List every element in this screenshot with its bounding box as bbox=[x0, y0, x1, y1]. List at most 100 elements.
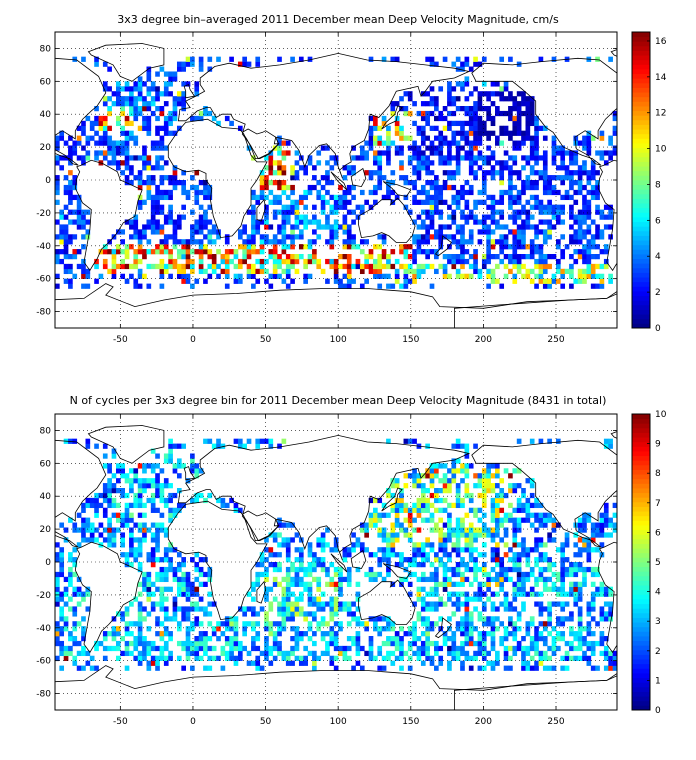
colorbar-segment bbox=[632, 314, 650, 320]
bin-cell bbox=[534, 194, 539, 201]
bin-cell bbox=[176, 626, 182, 632]
bin-cell bbox=[464, 273, 470, 279]
bin-cell bbox=[68, 278, 73, 284]
bin-cell bbox=[325, 631, 330, 637]
bin-cell bbox=[481, 492, 487, 499]
bin-cell bbox=[468, 497, 474, 504]
bin-cell bbox=[460, 249, 465, 255]
bin-cell bbox=[142, 527, 147, 533]
bin-cell bbox=[407, 645, 413, 652]
bin-cell bbox=[72, 522, 78, 528]
bin-cell bbox=[190, 229, 195, 235]
bin-cell bbox=[211, 229, 217, 235]
bin-cell bbox=[377, 571, 383, 578]
bin-cell bbox=[460, 517, 465, 523]
bin-cell bbox=[529, 180, 535, 186]
bin-cell bbox=[420, 199, 426, 205]
bin-cell bbox=[586, 145, 592, 151]
bin-cell bbox=[176, 91, 182, 97]
bin-cell bbox=[111, 626, 117, 632]
bin-cell bbox=[207, 492, 213, 499]
bin-cell bbox=[477, 581, 483, 587]
bin-cell bbox=[573, 571, 579, 578]
bin-cell bbox=[172, 244, 178, 250]
bin-cell bbox=[115, 249, 121, 255]
bin-cell bbox=[595, 224, 600, 230]
bin-cell bbox=[359, 621, 365, 627]
bin-cell bbox=[203, 278, 208, 284]
bin-cell bbox=[137, 537, 143, 543]
bin-cell bbox=[534, 120, 539, 127]
bin-cell bbox=[551, 571, 557, 578]
bin-cell bbox=[599, 542, 605, 548]
bin-cell bbox=[194, 601, 200, 607]
bin-cell bbox=[512, 219, 518, 225]
bin-cell bbox=[55, 596, 60, 602]
bin-cell bbox=[447, 488, 452, 494]
bin-cell bbox=[85, 135, 91, 141]
bin-cell bbox=[364, 547, 369, 553]
bin-cell bbox=[68, 155, 73, 161]
bin-cell bbox=[146, 263, 152, 270]
bin-cell bbox=[146, 640, 152, 647]
bin-cell bbox=[194, 219, 200, 225]
bin-cell bbox=[76, 140, 82, 146]
bin-cell bbox=[72, 175, 78, 181]
bin-cell bbox=[124, 244, 130, 250]
colorbar-segment bbox=[632, 175, 650, 181]
bin-cell bbox=[534, 160, 539, 166]
bin-cell bbox=[316, 542, 322, 548]
bin-cell bbox=[155, 219, 160, 225]
bin-cell bbox=[612, 502, 617, 509]
bin-cell bbox=[259, 175, 265, 181]
bin-cell bbox=[298, 631, 304, 637]
bin-cell bbox=[455, 165, 461, 171]
bin-cell bbox=[403, 180, 409, 186]
bin-cell bbox=[490, 254, 496, 260]
bin-cell bbox=[434, 115, 439, 122]
bin-cell bbox=[586, 209, 592, 215]
bin-cell bbox=[455, 224, 461, 230]
bin-cell bbox=[477, 155, 483, 161]
bin-cell bbox=[438, 110, 444, 117]
bin-cell bbox=[447, 160, 452, 166]
bin-cell bbox=[207, 66, 213, 72]
bin-cell bbox=[155, 537, 160, 543]
bin-cell bbox=[176, 458, 182, 464]
bin-cell bbox=[377, 283, 383, 289]
bin-cell bbox=[150, 522, 156, 528]
bin-cell bbox=[194, 636, 200, 642]
bin-cell bbox=[142, 576, 147, 583]
bin-cell bbox=[94, 140, 99, 146]
bin-cell bbox=[429, 263, 435, 270]
bin-cell bbox=[81, 636, 86, 642]
bin-cell bbox=[216, 273, 221, 279]
bin-cell bbox=[146, 189, 152, 196]
bin-cell bbox=[451, 184, 457, 191]
bin-cell bbox=[407, 532, 413, 538]
bin-cell bbox=[133, 219, 139, 225]
bin-cell bbox=[233, 636, 239, 642]
bin-cell bbox=[512, 542, 518, 548]
bin-cell bbox=[416, 586, 422, 592]
bin-cell bbox=[490, 665, 496, 671]
bin-cell bbox=[460, 209, 465, 215]
bin-cell bbox=[599, 581, 605, 587]
bin-cell bbox=[176, 219, 182, 225]
bin-cell bbox=[281, 438, 287, 444]
bin-cell bbox=[608, 224, 613, 230]
bin-cell bbox=[573, 552, 579, 558]
bin-cell bbox=[464, 96, 470, 102]
bin-cell bbox=[176, 249, 182, 255]
bin-cell bbox=[412, 120, 417, 127]
bin-cell bbox=[298, 552, 304, 558]
bin-cell bbox=[503, 110, 509, 117]
bin-cell bbox=[512, 101, 518, 107]
bin-cell bbox=[268, 170, 274, 176]
bin-cell bbox=[55, 586, 60, 592]
bin-cell bbox=[608, 155, 613, 161]
bin-cell bbox=[451, 581, 457, 587]
bin-cell bbox=[168, 234, 173, 240]
colorbar-segment bbox=[632, 427, 650, 433]
bin-cell bbox=[564, 557, 570, 563]
